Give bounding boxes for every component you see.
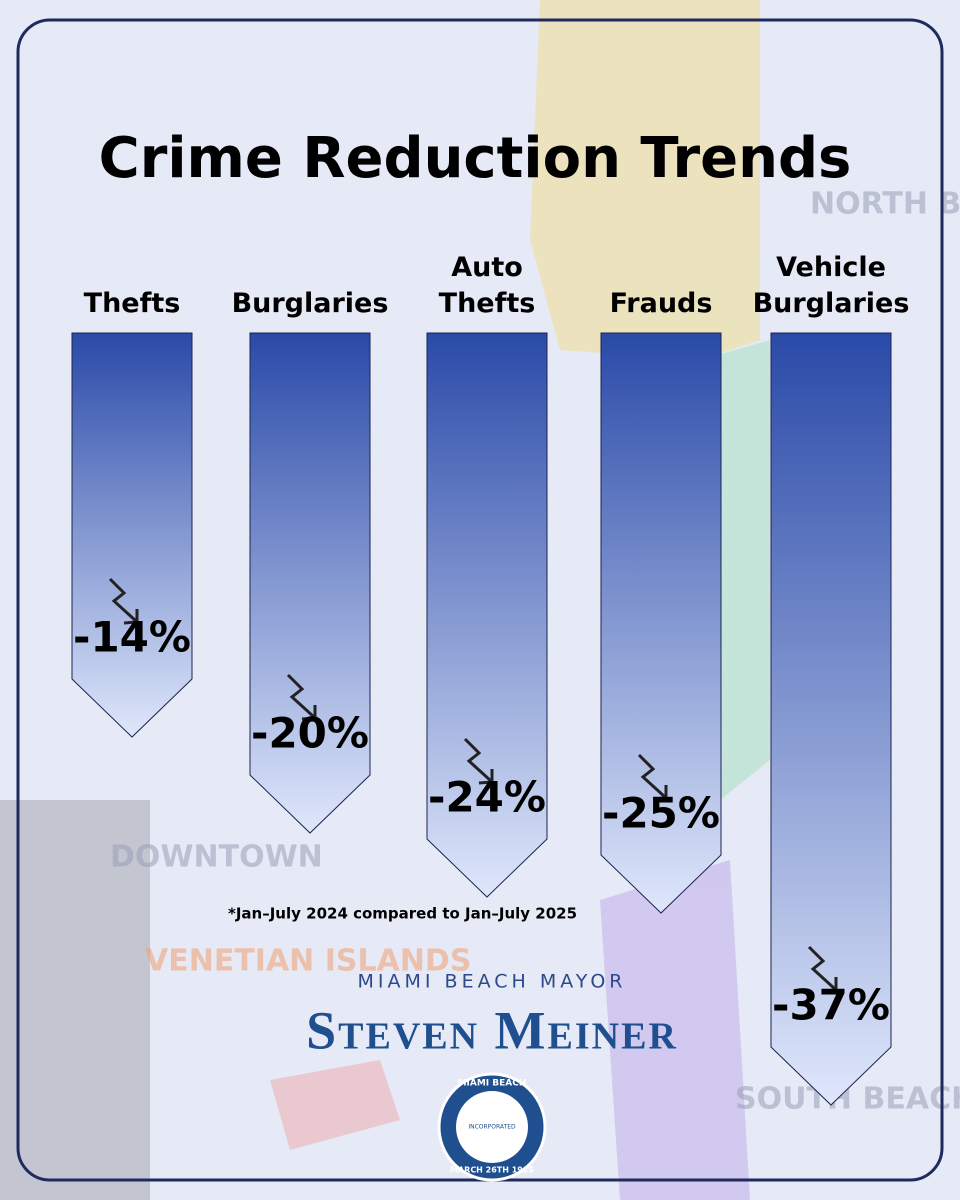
value-label: -14% (73, 613, 191, 662)
map-label: DOWNTOWN (110, 840, 323, 875)
seal-middle: INCORPORATED (468, 1124, 516, 1131)
value-label: -20% (251, 709, 369, 758)
map-label: VENETIAN ISLANDS (145, 944, 471, 979)
bar (71, 332, 193, 738)
trend-icon-head (478, 769, 494, 785)
trend-icon-head (822, 977, 838, 993)
value-label: -25% (602, 789, 720, 838)
footnote: *Jan–July 2024 compared to Jan–July 2025 (228, 905, 577, 923)
category-label: Thefts (83, 288, 181, 319)
value-label: -24% (428, 773, 546, 822)
trend-icon-head (123, 609, 139, 625)
value-label: -37% (772, 981, 890, 1030)
seal: MIAMI BEACH INCORPORATED MARCH 26TH 1915 (437, 1072, 547, 1182)
chart-title: Crime Reduction Trends (99, 126, 852, 191)
bar (426, 332, 548, 898)
seal-top: MIAMI BEACH (458, 1079, 527, 1089)
bar (600, 332, 722, 914)
trend-icon-head (652, 785, 668, 801)
bar (770, 332, 892, 1106)
trend-icon (637, 753, 667, 799)
trend-icon (286, 673, 316, 719)
trend-icon (463, 737, 493, 783)
category-label: Auto Thefts (438, 252, 536, 319)
brand-name: Steven Meiner (306, 1000, 678, 1060)
category-label: Frauds (609, 288, 713, 319)
brand-line: MIAMI BEACH MAYOR (358, 971, 627, 993)
trend-icon (108, 577, 138, 623)
map-labels: NORTH BEACH DOWNTOWN VENETIAN ISLANDS SO… (110, 187, 960, 1117)
map-label: NORTH BEACH (810, 187, 960, 222)
trend-icon (807, 945, 837, 991)
seal-bottom: MARCH 26TH 1915 (450, 1166, 534, 1175)
category-label: Vehicle Burglaries (752, 252, 910, 319)
trend-icon-head (301, 705, 317, 721)
category-label: Burglaries (231, 288, 389, 319)
bar (249, 332, 371, 834)
